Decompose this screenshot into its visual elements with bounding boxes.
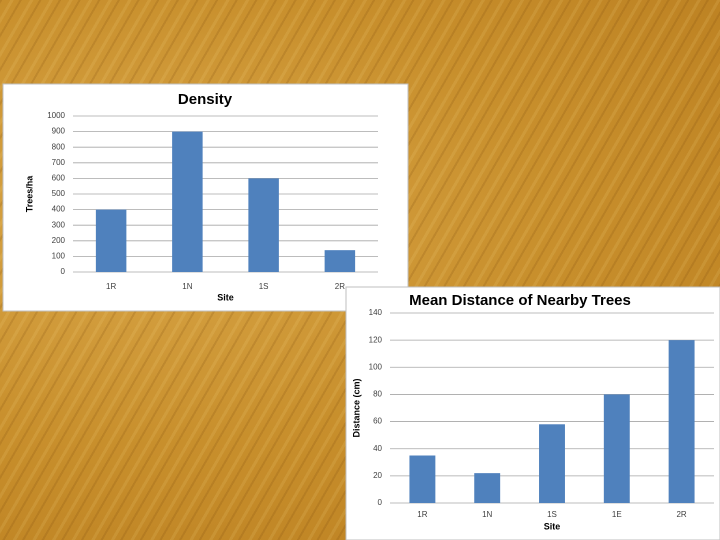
x-axis-title: Site xyxy=(217,292,234,302)
y-tick-label: 0 xyxy=(61,267,66,276)
y-tick-label: 700 xyxy=(52,158,66,167)
y-tick-label: 100 xyxy=(52,252,66,261)
y-tick-label: 20 xyxy=(373,471,382,480)
bar xyxy=(603,394,630,503)
chart-frame xyxy=(345,286,720,540)
y-axis-title: Trees/ha xyxy=(24,175,34,213)
y-tick-label: 0 xyxy=(378,498,383,507)
x-axis-title: Site xyxy=(544,521,561,531)
chart-title: Mean Distance of Nearby Trees xyxy=(409,292,631,309)
bar xyxy=(248,178,279,272)
bar xyxy=(172,131,203,272)
y-tick-label: 300 xyxy=(52,220,66,229)
y-tick-label: 1000 xyxy=(47,111,65,120)
y-tick-label: 400 xyxy=(52,205,66,214)
x-tick-label: 2R xyxy=(676,510,686,519)
bar xyxy=(668,340,695,503)
x-tick-label: 1R xyxy=(106,282,116,291)
x-tick-label: 1E xyxy=(612,510,622,519)
y-tick-label: 600 xyxy=(52,174,66,183)
y-tick-label: 80 xyxy=(373,390,382,399)
bar xyxy=(474,473,501,503)
y-tick-label: 900 xyxy=(52,127,66,136)
y-tick-label: 100 xyxy=(369,362,383,371)
x-tick-label: 1S xyxy=(259,282,269,291)
bar xyxy=(324,250,356,272)
y-tick-label: 40 xyxy=(373,444,382,453)
chart-title: Density xyxy=(178,91,233,108)
x-tick-label: 1R xyxy=(417,510,427,519)
x-tick-label: 2R xyxy=(335,282,345,291)
bar xyxy=(539,424,565,503)
x-tick-label: 1N xyxy=(482,510,492,519)
y-tick-label: 140 xyxy=(369,308,383,317)
y-tick-label: 120 xyxy=(369,335,383,344)
y-tick-label: 500 xyxy=(52,189,66,198)
chart-frame xyxy=(2,83,409,312)
bar xyxy=(95,209,127,272)
bar xyxy=(409,455,436,503)
x-tick-label: 1N xyxy=(182,282,192,291)
y-tick-label: 200 xyxy=(52,236,66,245)
x-tick-label: 1S xyxy=(547,510,557,519)
y-tick-label: 60 xyxy=(373,417,382,426)
y-tick-label: 800 xyxy=(52,142,66,151)
y-axis-title: Distance (cm) xyxy=(351,378,361,437)
